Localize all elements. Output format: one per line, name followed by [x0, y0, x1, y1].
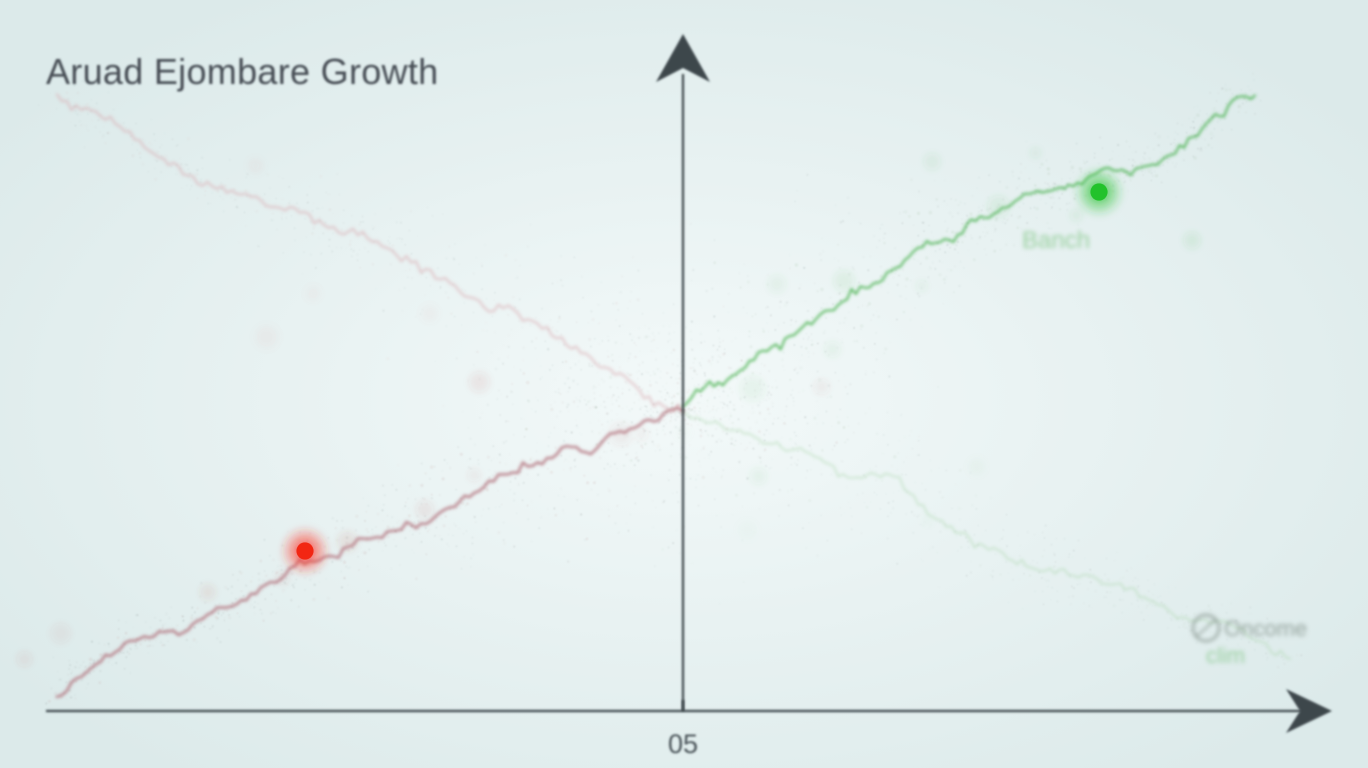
- svg-text:Aruad Ejombare Growth: Aruad Ejombare Growth: [46, 51, 438, 92]
- svg-text:05: 05: [668, 729, 698, 759]
- svg-text:Banch: Banch: [1022, 227, 1090, 254]
- svg-text:Oncome: Oncome: [1224, 616, 1307, 641]
- svg-text:clim: clim: [1206, 643, 1245, 668]
